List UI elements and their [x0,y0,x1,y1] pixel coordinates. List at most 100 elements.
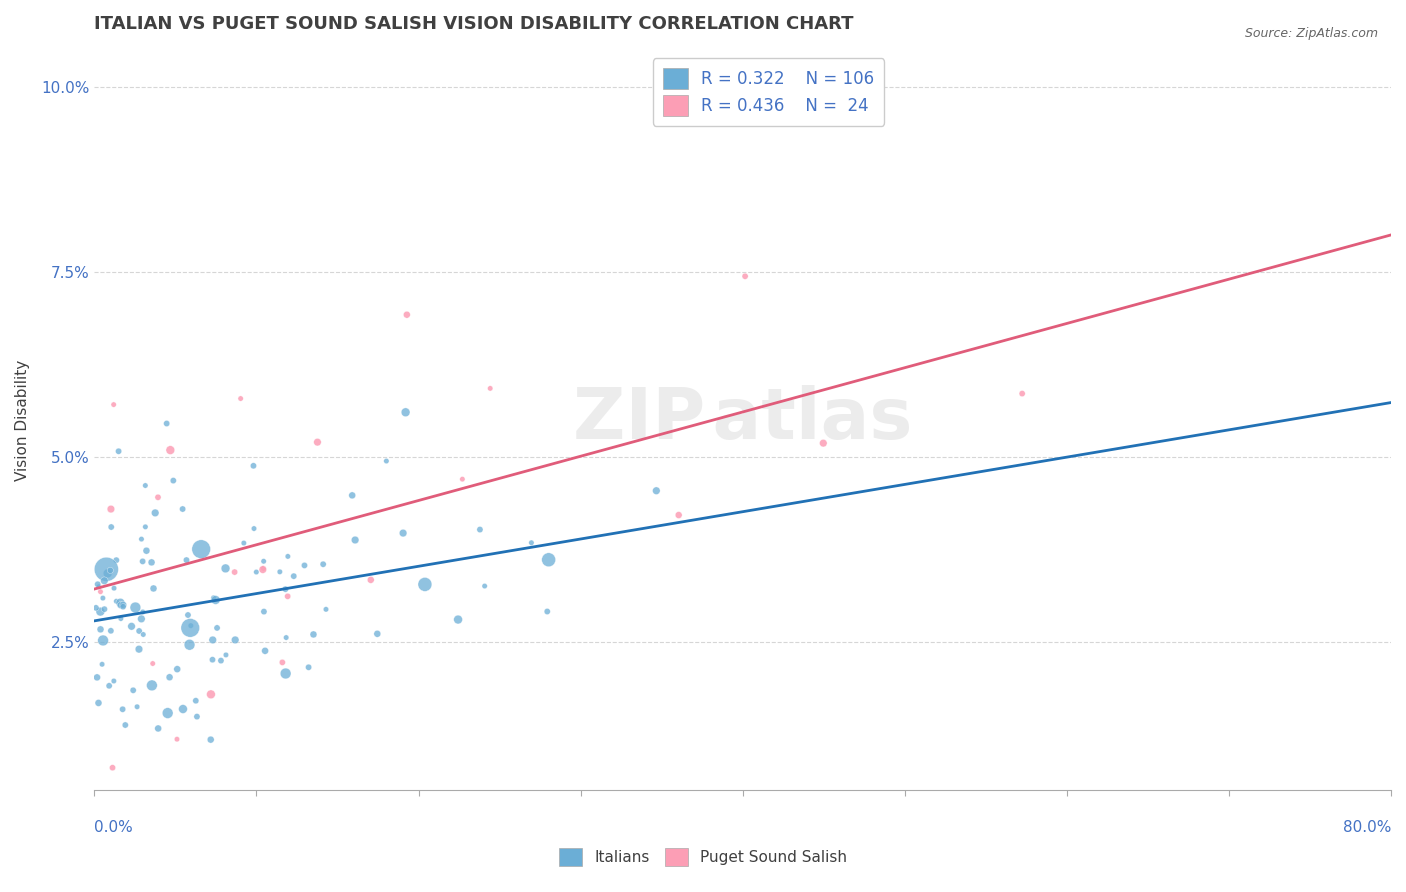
Point [96,562,118,576]
Point [166,732,188,747]
Point [87,696,110,710]
Point [245,565,267,579]
Point [537,553,560,567]
Point [315,602,337,616]
Point [103,581,125,595]
Point [114,718,136,732]
Point [142,657,165,671]
Text: ITALIAN VS PUGET SOUND SALISH VISION DISABILITY CORRELATION CHART: ITALIAN VS PUGET SOUND SALISH VISION DIS… [94,15,853,33]
Point [131,554,153,568]
Point [215,648,238,662]
Point [366,627,388,641]
Point [87,580,110,594]
Point [128,624,150,638]
Point [131,532,153,546]
Point [172,502,194,516]
Point [252,563,274,577]
Point [468,523,491,537]
Point [112,599,135,614]
Point [93,574,115,588]
Point [375,454,398,468]
Point [132,627,155,641]
Point [84,600,107,615]
Point [451,472,474,486]
Point [166,662,188,676]
Point [132,605,155,619]
Point [146,490,169,504]
Point [201,632,224,647]
Point [344,533,367,547]
Point [141,678,163,692]
Point [127,699,149,714]
Point [186,709,208,723]
Point [204,593,226,607]
Point [205,621,228,635]
Point [479,381,502,395]
Point [105,594,128,608]
Point [179,638,201,652]
Point [156,706,179,720]
Point [277,549,299,564]
Point [242,458,264,473]
Point [202,591,225,605]
Point [645,483,668,498]
Y-axis label: Vision Disability: Vision Disability [15,359,30,481]
Point [229,392,252,406]
Point [89,623,111,637]
Point [394,405,416,419]
Point [131,612,153,626]
Point [813,436,835,450]
Point [159,443,181,458]
Point [201,653,224,667]
Point [307,435,329,450]
Point [98,679,121,693]
Point [294,558,316,573]
Point [100,502,122,516]
Text: ZIP atlas: ZIP atlas [574,385,912,454]
Point [274,666,297,681]
Point [179,621,201,635]
Point [143,506,166,520]
Point [297,660,319,674]
Legend: Italians, Puget Sound Salish: Italians, Puget Sound Salish [550,838,856,875]
Point [252,561,274,575]
Point [172,702,194,716]
Point [209,654,232,668]
Point [271,656,294,670]
Point [177,607,200,622]
Point [162,474,184,488]
Point [224,632,246,647]
Point [97,566,120,581]
Point [274,582,297,596]
Point [91,591,114,606]
Point [312,558,335,572]
Point [276,631,298,645]
Point [283,569,305,583]
Point [156,417,179,431]
Point [734,269,756,284]
Point [254,644,277,658]
Point [474,579,496,593]
Point [302,627,325,641]
Text: Source: ZipAtlas.com: Source: ZipAtlas.com [1244,27,1378,40]
Point [536,605,558,619]
Point [159,670,181,684]
Point [340,488,363,502]
Point [110,598,132,612]
Point [447,613,470,627]
Legend: R = 0.322    N = 106, R = 0.436    N =  24: R = 0.322 N = 106, R = 0.436 N = 24 [652,58,884,126]
Point [200,687,222,701]
Point [128,642,150,657]
Point [520,535,543,549]
Point [100,520,122,534]
Point [103,673,125,688]
Point [1011,386,1033,401]
Point [121,619,143,633]
Point [253,554,276,568]
Point [89,584,111,599]
Point [105,553,128,567]
Point [253,605,276,619]
Point [190,542,212,557]
Point [269,565,291,579]
Point [392,526,415,541]
